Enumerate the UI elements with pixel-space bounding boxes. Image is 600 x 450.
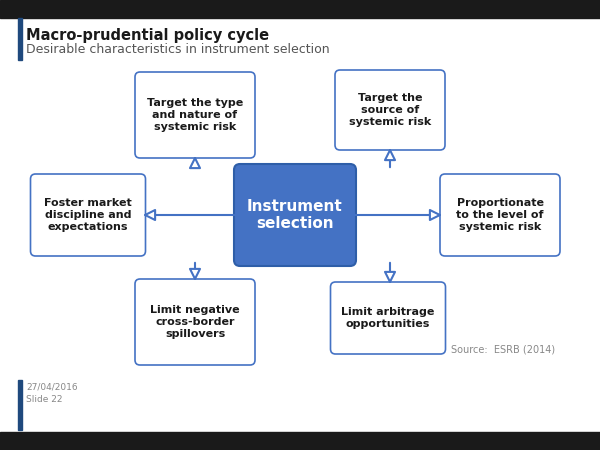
Text: Instrument
selection: Instrument selection xyxy=(247,199,343,231)
Text: Foster market
discipline and
expectations: Foster market discipline and expectation… xyxy=(44,198,132,232)
FancyBboxPatch shape xyxy=(234,164,356,266)
Bar xyxy=(0,432,600,450)
FancyBboxPatch shape xyxy=(440,174,560,256)
FancyBboxPatch shape xyxy=(331,282,445,354)
Text: Macro-prudential policy cycle: Macro-prudential policy cycle xyxy=(26,28,269,43)
Text: Desirable characteristics in instrument selection: Desirable characteristics in instrument … xyxy=(26,43,329,56)
Bar xyxy=(0,0,600,18)
Bar xyxy=(18,380,22,430)
FancyBboxPatch shape xyxy=(335,70,445,150)
FancyBboxPatch shape xyxy=(135,279,255,365)
FancyBboxPatch shape xyxy=(31,174,146,256)
Text: Limit negative
cross-border
spillovers: Limit negative cross-border spillovers xyxy=(150,306,240,338)
Text: Limit arbitrage
opportunities: Limit arbitrage opportunities xyxy=(341,307,434,329)
Text: Source:  ESRB (2014): Source: ESRB (2014) xyxy=(451,345,555,355)
Text: Proportionate
to the level of
systemic risk: Proportionate to the level of systemic r… xyxy=(456,198,544,232)
Text: 27/04/2016
Slide 22: 27/04/2016 Slide 22 xyxy=(26,382,77,404)
Bar xyxy=(18,18,22,60)
Text: Target the type
and nature of
systemic risk: Target the type and nature of systemic r… xyxy=(147,99,243,131)
FancyBboxPatch shape xyxy=(135,72,255,158)
Text: Target the
source of
systemic risk: Target the source of systemic risk xyxy=(349,94,431,126)
